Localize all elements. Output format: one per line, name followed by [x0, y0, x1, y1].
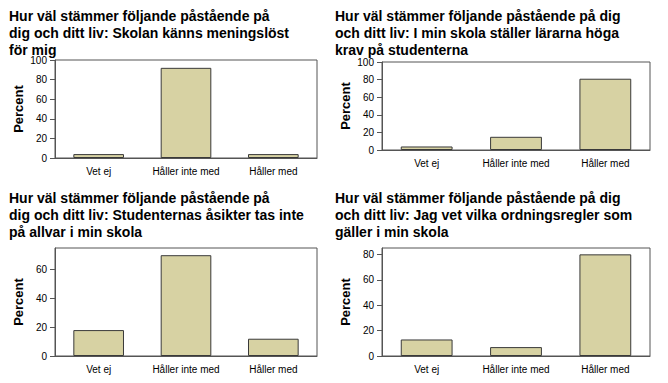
- svg-text:och ditt liv: Jag vet vilka or: och ditt liv: Jag vet vilka ordningsregl…: [335, 207, 636, 223]
- svg-text:Håller med: Håller med: [249, 166, 297, 177]
- svg-text:100: 100: [30, 54, 47, 66]
- svg-text:60: 60: [36, 264, 48, 275]
- svg-text:0: 0: [41, 153, 47, 164]
- svg-text:60: 60: [363, 274, 375, 285]
- svg-text:40: 40: [363, 300, 375, 311]
- svg-text:krav på studenterna: krav på studenterna: [335, 42, 468, 58]
- svg-text:80: 80: [363, 74, 375, 85]
- svg-text:Håller inte med: Håller inte med: [152, 364, 219, 375]
- svg-text:Vet ej: Vet ej: [414, 158, 439, 169]
- svg-text:Håller med: Håller med: [581, 364, 629, 375]
- svg-text:Vet ej: Vet ej: [86, 166, 111, 177]
- svg-text:Hur väl stämmer följande påstå: Hur väl stämmer följande påstående på: [9, 190, 274, 206]
- svg-text:20: 20: [363, 127, 375, 138]
- svg-text:40: 40: [36, 113, 48, 124]
- svg-text:för mig: för mig: [9, 42, 56, 58]
- svg-text:0: 0: [368, 145, 374, 156]
- svg-text:Percent: Percent: [338, 81, 353, 129]
- svg-text:Percent: Percent: [11, 84, 26, 132]
- svg-text:dig och ditt liv: Studenternas: dig och ditt liv: Studenternas åsikter t…: [9, 207, 308, 223]
- svg-text:Håller med: Håller med: [581, 158, 629, 169]
- svg-text:Håller inte med: Håller inte med: [482, 158, 549, 169]
- svg-text:på allvar i min skola: på allvar i min skola: [9, 224, 142, 240]
- svg-text:Percent: Percent: [11, 277, 26, 325]
- svg-text:Vet ej: Vet ej: [86, 364, 111, 375]
- svg-text:0: 0: [41, 351, 47, 362]
- svg-text:0: 0: [368, 351, 374, 362]
- svg-text:Hur väl stämmer följande påstå: Hur väl stämmer följande påstående på: [9, 8, 274, 24]
- svg-text:60: 60: [363, 92, 375, 103]
- svg-text:Håller inte med: Håller inte med: [152, 166, 219, 177]
- svg-text:Håller inte med: Håller inte med: [482, 364, 549, 375]
- svg-text:20: 20: [363, 325, 375, 336]
- svg-text:80: 80: [36, 74, 48, 85]
- svg-text:Hur väl stämmer följande påstå: Hur väl stämmer följande påstående på di…: [335, 8, 624, 24]
- svg-text:gäller i min skola: gäller i min skola: [335, 224, 449, 240]
- svg-text:60: 60: [36, 94, 48, 105]
- svg-text:20: 20: [36, 322, 48, 333]
- svg-text:Percent: Percent: [338, 277, 353, 325]
- svg-text:40: 40: [36, 293, 48, 304]
- svg-text:Vet ej: Vet ej: [414, 364, 439, 375]
- svg-text:80: 80: [363, 249, 375, 260]
- svg-text:100: 100: [357, 57, 374, 68]
- svg-text:dig och ditt liv: Skolan känns: dig och ditt liv: Skolan känns meningslö…: [9, 25, 293, 41]
- svg-text:och ditt liv: I min skola stäl: och ditt liv: I min skola ställer lärarn…: [335, 25, 623, 41]
- svg-text:40: 40: [363, 109, 375, 120]
- svg-text:20: 20: [36, 133, 48, 144]
- svg-text:Hur väl stämmer följande påstå: Hur väl stämmer följande påstående på di…: [335, 190, 624, 206]
- svg-text:Håller med: Håller med: [249, 364, 297, 375]
